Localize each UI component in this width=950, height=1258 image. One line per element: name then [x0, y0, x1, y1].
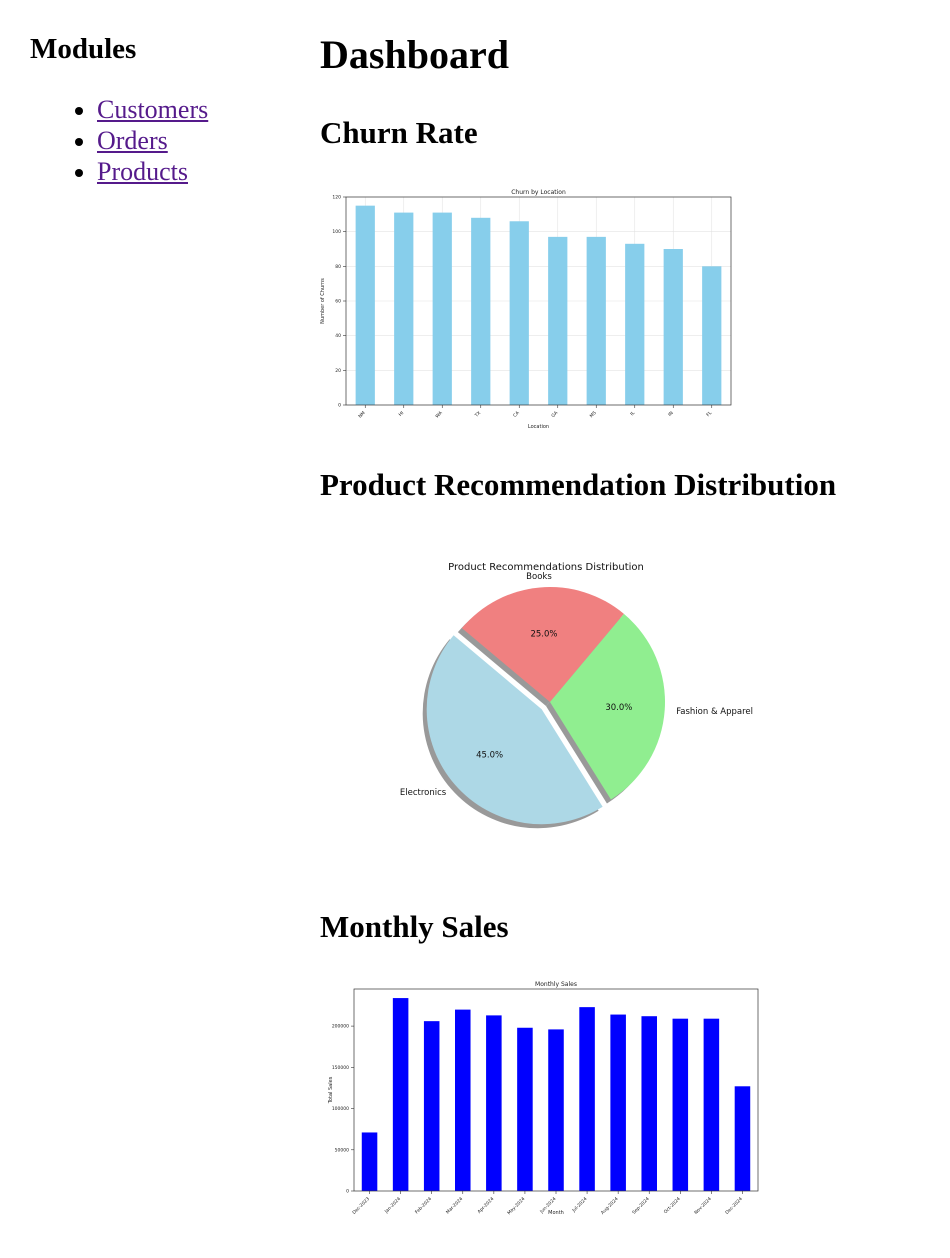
orders-link[interactable]: Orders — [97, 126, 168, 155]
churn-ytick-label: 0 — [338, 403, 341, 409]
sales-bar-jul-2024 — [579, 1007, 595, 1191]
churn-xtick-label: TX — [473, 410, 482, 419]
sales-xtick-label: Dec-2023 — [351, 1196, 371, 1216]
monthly-sales-chart: Monthly Sales 0 50000 100000 150000 200000 Dec… — [328, 981, 759, 1216]
pie-pct-label: 30.0% — [605, 703, 632, 713]
churn-ytick-label: 60 — [335, 299, 341, 305]
churn-ylabel: Number of Churns — [320, 278, 326, 324]
churn-bar-in — [663, 249, 683, 405]
sales-xtick-label: May-2024 — [506, 1196, 526, 1216]
pie-slice-books — [461, 587, 624, 702]
sales-ytick-label: 200000 — [332, 1024, 349, 1030]
churn-bar-ca — [509, 221, 529, 405]
sales-bar-may-2024 — [517, 1027, 533, 1191]
sales-ytick-label: 150000 — [332, 1065, 349, 1071]
sales-xtick-label: Apr-2024 — [476, 1196, 495, 1215]
module-list: Customers Orders Products — [30, 94, 290, 187]
sales-xtick-label: Nov-2024 — [693, 1196, 713, 1216]
churn-xlabel: Location — [528, 424, 549, 428]
pie-title: Product Recommendations Distribution — [448, 562, 644, 573]
product-recommendation-pie: Product Recommendations Distribution 25.0… — [400, 562, 753, 829]
sales-xtick-label: Jul-2024 — [570, 1196, 588, 1214]
sales-bar-jun-2024 — [548, 1029, 564, 1191]
sales-bar-jan-2024 — [392, 998, 409, 1191]
churn-bar-nm — [355, 205, 375, 405]
churn-xtick-label: WA — [434, 410, 444, 420]
sales-xtick-label: Mar-2024 — [445, 1196, 464, 1215]
sales-xtick-label: Sep-2024 — [631, 1196, 651, 1216]
sales-xtick-label: Aug-2024 — [600, 1196, 620, 1216]
pie-category-label: Books — [526, 572, 552, 582]
churn-xtick-label: HI — [398, 410, 406, 418]
churn-bar-il — [625, 243, 645, 405]
churn-ytick-label: 80 — [335, 264, 341, 270]
sales-xtick-label: Oct-2024 — [663, 1196, 682, 1215]
sidebar-title: Modules — [30, 33, 137, 65]
sales-ylabel: Total Sales — [328, 1076, 334, 1104]
product-recommendation-heading: Product Recommendation Distribution — [320, 467, 837, 502]
churn-ytick-label: 120 — [332, 195, 341, 201]
sales-bar-oct-2024 — [672, 1018, 689, 1191]
churn-ytick-label: 100 — [332, 229, 341, 235]
sidebar: Modules Customers Orders Products — [30, 30, 290, 187]
sales-xtick-label: Feb-2024 — [414, 1196, 433, 1215]
sales-bar-dec-2023 — [361, 1132, 378, 1191]
pie-category-label: Electronics — [400, 788, 447, 798]
churn-frame — [345, 196, 732, 406]
churn-xtick-label: NM — [357, 410, 366, 419]
monthly-sales-heading: Monthly Sales — [320, 909, 509, 944]
sales-bar-sep-2024 — [641, 1016, 657, 1191]
sales-bar-apr-2024 — [486, 1015, 502, 1191]
sales-bar-mar-2024 — [455, 1009, 471, 1191]
churn-xtick-label: FL — [705, 410, 713, 418]
pie-pct-label: 45.0% — [476, 750, 503, 760]
module-item-customers: Customers — [97, 94, 290, 125]
pie-slice-fashion-apparel — [550, 613, 665, 800]
pie-slice-electronics — [426, 635, 603, 825]
churn-bar-fl — [702, 266, 722, 405]
churn-rate-heading: Churn Rate — [320, 115, 478, 150]
churn-xtick-label: CA — [512, 410, 521, 419]
sales-ytick-label: 100000 — [332, 1106, 349, 1112]
module-item-orders: Orders — [97, 125, 290, 156]
sales-bar-aug-2024 — [610, 1014, 626, 1191]
sales-bar-feb-2024 — [423, 1021, 440, 1191]
sales-title: Monthly Sales — [535, 981, 577, 988]
pie-category-label: Fashion & Apparel — [676, 707, 753, 717]
module-item-products: Products — [97, 156, 290, 187]
customers-link[interactable]: Customers — [97, 95, 209, 124]
sales-ytick-label: 0 — [346, 1189, 349, 1195]
churn-bar-wa — [432, 212, 452, 405]
churn-xtick-label: GA — [550, 410, 560, 420]
products-link[interactable]: Products — [97, 157, 188, 186]
churn-ytick-label: 40 — [335, 333, 341, 339]
sales-bar-dec-2024 — [734, 1086, 751, 1191]
churn-ytick-label: 20 — [335, 368, 341, 374]
sales-xlabel: Month — [548, 1210, 564, 1216]
churn-xtick-label: MS — [589, 410, 598, 419]
sales-xtick-label: Dec-2024 — [724, 1196, 744, 1216]
churn-bar-tx — [471, 217, 491, 405]
pie-pct-label: 25.0% — [530, 629, 557, 639]
sales-ytick-label: 50000 — [335, 1147, 349, 1153]
churn-by-location-chart: Churn by Location 0 20 40 60 80 100 120 NM HI WA TX… — [320, 189, 732, 428]
page-title: Dashboard — [320, 32, 509, 77]
churn-bar-ms — [586, 236, 606, 405]
sales-xtick-label: Jan-2024 — [383, 1196, 402, 1215]
churn-bar-hi — [394, 212, 414, 405]
churn-title: Churn by Location — [511, 189, 566, 196]
churn-xtick-label: IL — [629, 410, 636, 417]
churn-bar-ga — [548, 236, 568, 405]
sales-bar-nov-2024 — [703, 1018, 720, 1191]
churn-xtick-label: IN — [667, 410, 675, 418]
